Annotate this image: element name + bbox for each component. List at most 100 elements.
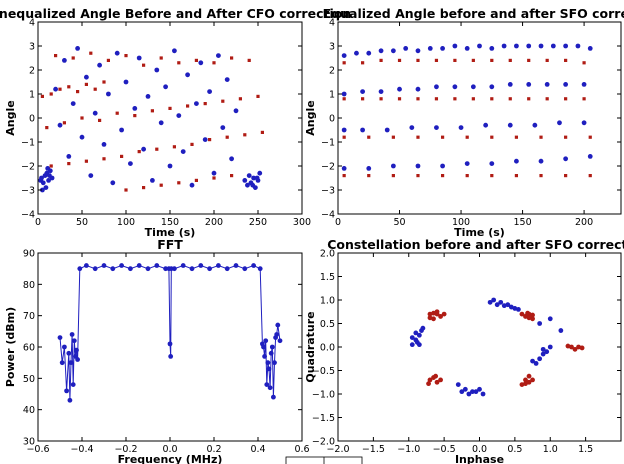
data-point	[198, 60, 204, 66]
data-point	[242, 178, 248, 183]
data-point	[470, 389, 475, 395]
y-tick-label: 2	[329, 66, 335, 77]
data-point	[265, 360, 271, 366]
data-point	[275, 322, 281, 328]
series-2	[40, 51, 264, 192]
data-point	[225, 135, 229, 139]
data-point	[39, 175, 44, 181]
data-point	[391, 135, 395, 139]
x-tick-label: 1.5	[578, 444, 593, 455]
data-point	[537, 356, 543, 362]
data-point	[379, 97, 383, 101]
data-point	[341, 127, 347, 133]
x-tick-label: 100	[452, 217, 470, 228]
data-point	[159, 56, 163, 60]
data-point	[64, 388, 69, 394]
data-point	[489, 84, 495, 90]
data-point	[67, 162, 71, 166]
data-point	[409, 335, 415, 340]
data-point	[155, 147, 159, 151]
data-point	[84, 74, 89, 80]
x-tick-label: 0	[335, 217, 341, 228]
data-point	[98, 118, 102, 122]
data-point	[582, 97, 586, 101]
data-point	[145, 94, 151, 99]
data-point	[391, 174, 395, 178]
data-point	[587, 154, 593, 159]
data-point	[101, 263, 107, 268]
data-point	[74, 347, 79, 353]
data-point	[507, 122, 513, 128]
data-point	[263, 338, 269, 344]
data-point	[189, 182, 195, 188]
data-point	[75, 357, 80, 362]
data-point	[550, 43, 556, 49]
data-point	[498, 299, 504, 305]
y-tick-label: −2	[321, 162, 335, 173]
data-point	[124, 188, 128, 192]
data-point	[440, 46, 445, 51]
y-tick-label: 0	[329, 114, 335, 125]
data-point	[137, 150, 141, 154]
data-point	[379, 58, 383, 62]
data-point	[154, 67, 160, 73]
chart-3: −0.6 −0.4 −0.2 0.0 0.2 0.4 0.6 30 40 50 60 70 80 90 FF…	[4, 237, 310, 464]
data-point	[46, 178, 51, 183]
data-point	[464, 46, 470, 51]
data-point	[564, 58, 568, 62]
data-point	[557, 120, 562, 126]
data-point	[342, 97, 346, 101]
data-point	[505, 302, 511, 308]
data-point	[49, 92, 53, 96]
data-point	[185, 72, 191, 78]
y-axis-label: Angle	[304, 100, 317, 135]
data-point	[141, 146, 147, 152]
data-point	[127, 266, 133, 272]
x-tick-label: −2.0	[326, 444, 349, 455]
data-point	[434, 125, 439, 130]
y-tick-label: 0.5	[320, 319, 335, 330]
data-point	[477, 386, 482, 392]
y-tick-label: 50	[23, 374, 35, 385]
y-tick-label: 60	[23, 343, 35, 354]
data-point	[516, 307, 521, 312]
data-point	[93, 87, 97, 91]
data-point	[172, 266, 177, 272]
data-point	[257, 266, 263, 272]
y-axis-label: Quadrature	[304, 311, 317, 382]
data-point	[490, 135, 494, 139]
series-line	[59, 264, 281, 401]
data-point	[530, 377, 535, 383]
data-point	[272, 360, 277, 366]
data-point	[415, 86, 421, 92]
data-point	[247, 58, 251, 62]
y-tick-label: −3	[21, 186, 35, 197]
data-point	[409, 125, 415, 130]
data-point	[514, 158, 519, 164]
data-point	[53, 86, 58, 92]
data-point	[71, 56, 75, 60]
data-point	[459, 389, 465, 395]
data-point	[59, 360, 65, 366]
plot-area	[409, 297, 585, 397]
y-tick-label: 0	[29, 114, 35, 125]
data-point	[489, 161, 495, 167]
data-point	[581, 82, 587, 87]
data-point	[563, 156, 569, 162]
data-point	[390, 163, 396, 169]
data-point	[159, 183, 163, 187]
data-point	[62, 121, 66, 125]
data-point	[416, 332, 422, 338]
data-point	[487, 299, 493, 305]
data-point	[572, 346, 578, 352]
data-point	[123, 79, 129, 85]
data-point	[409, 342, 415, 348]
y-tick-label: 4	[29, 18, 35, 29]
data-point	[102, 157, 106, 161]
data-point	[67, 397, 73, 403]
data-point	[172, 145, 176, 149]
data-point	[202, 137, 208, 143]
data-point	[216, 53, 221, 58]
y-tick-label: 40	[23, 405, 35, 416]
data-point	[43, 185, 49, 191]
